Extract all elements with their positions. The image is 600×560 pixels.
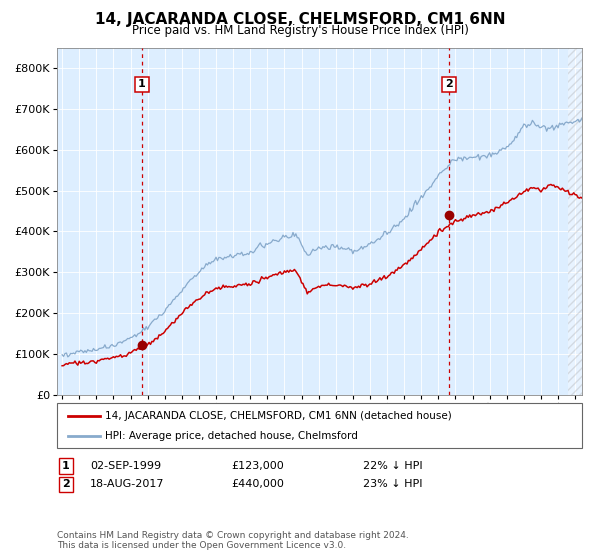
Text: HPI: Average price, detached house, Chelmsford: HPI: Average price, detached house, Chel… [105, 431, 358, 441]
Text: £440,000: £440,000 [231, 479, 284, 489]
Text: 02-SEP-1999: 02-SEP-1999 [90, 461, 161, 471]
Text: Price paid vs. HM Land Registry's House Price Index (HPI): Price paid vs. HM Land Registry's House … [131, 24, 469, 37]
Bar [568, 48, 582, 395]
Text: £123,000: £123,000 [231, 461, 284, 471]
Text: 23% ↓ HPI: 23% ↓ HPI [363, 479, 422, 489]
Text: 2: 2 [445, 80, 453, 90]
Text: 2: 2 [62, 479, 70, 489]
Text: 1: 1 [62, 461, 70, 471]
Text: 14, JACARANDA CLOSE, CHELMSFORD, CM1 6NN: 14, JACARANDA CLOSE, CHELMSFORD, CM1 6NN [95, 12, 505, 27]
Text: Contains HM Land Registry data © Crown copyright and database right 2024.
This d: Contains HM Land Registry data © Crown c… [57, 530, 409, 550]
Text: 22% ↓ HPI: 22% ↓ HPI [363, 461, 422, 471]
Text: 18-AUG-2017: 18-AUG-2017 [90, 479, 164, 489]
Text: 14, JACARANDA CLOSE, CHELMSFORD, CM1 6NN (detached house): 14, JACARANDA CLOSE, CHELMSFORD, CM1 6NN… [105, 411, 452, 421]
Text: 1: 1 [138, 80, 146, 90]
